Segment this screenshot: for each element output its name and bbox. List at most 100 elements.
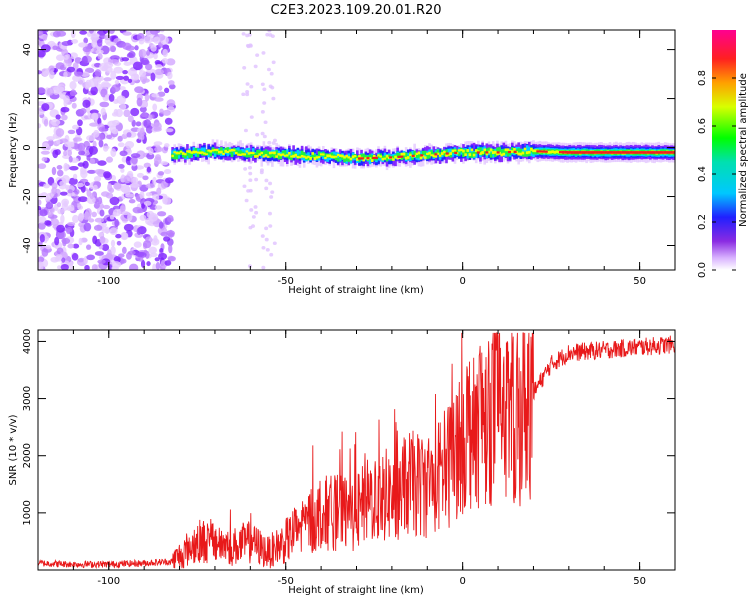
signal-track-cell <box>438 154 442 157</box>
noise-speckle <box>140 259 146 268</box>
signal-track-cell <box>381 150 385 161</box>
noise-speckle <box>241 32 246 36</box>
noise-speckle <box>156 187 162 196</box>
noise-speckle <box>110 245 116 255</box>
signal-peak-cell <box>666 151 670 154</box>
signal-track-cell <box>315 156 319 159</box>
noise-speckle <box>103 61 114 69</box>
colorbar-gradient <box>712 30 736 270</box>
signal-track-cell <box>485 148 489 154</box>
noise-speckle <box>166 215 174 223</box>
signal-track-cell <box>281 150 285 155</box>
signal-track-cell <box>345 154 348 158</box>
noise-speckle <box>165 58 176 66</box>
colorbar-tick-label: 0.4 <box>697 166 708 182</box>
noise-speckle <box>91 40 98 48</box>
signal-track-cell <box>404 156 408 160</box>
signal-track-cell <box>440 152 444 155</box>
signal-track-cell <box>381 155 385 160</box>
signal-track-cell <box>245 150 249 153</box>
noise-speckle <box>98 139 104 148</box>
signal-track-cell <box>207 145 210 154</box>
noise-speckle <box>93 129 100 138</box>
noise-speckle <box>159 30 165 33</box>
noise-speckle <box>167 71 173 80</box>
noise-speckle <box>99 101 110 108</box>
signal-track-cell <box>326 154 329 158</box>
noise-speckle <box>150 72 156 82</box>
signal-track-cell <box>228 149 232 152</box>
signal-peak-cell <box>663 151 667 154</box>
signal-track-cell <box>205 149 208 155</box>
signal-track-cell <box>173 151 177 154</box>
noise-speckle <box>86 254 95 261</box>
noise-speckle <box>114 79 120 85</box>
noise-speckle <box>267 30 272 33</box>
signal-track-cell <box>487 147 491 153</box>
noise-speckle <box>93 176 102 182</box>
noise-speckle <box>155 262 161 270</box>
signal-track-cell <box>555 150 559 154</box>
signal-track-cell <box>196 153 200 158</box>
signal-track-cell <box>230 151 234 157</box>
signal-track-cell <box>466 151 470 159</box>
signal-track-cell <box>290 155 293 158</box>
signal-track-cell <box>351 155 355 159</box>
signal-track-cell <box>415 154 419 159</box>
noise-speckle <box>79 107 87 115</box>
signal-track-cell <box>385 156 389 162</box>
signal-track-cell <box>453 149 457 152</box>
signal-track-cell <box>194 150 198 157</box>
noise-speckle <box>40 150 50 155</box>
noise-speckle <box>152 176 157 186</box>
noise-speckle <box>51 186 57 195</box>
noise-speckle <box>109 227 118 235</box>
noise-speckle <box>145 183 156 189</box>
noise-speckle <box>168 80 175 86</box>
signal-track-cell <box>436 152 440 161</box>
noise-speckle <box>136 227 142 235</box>
noise-speckle <box>117 135 123 142</box>
noise-speckle <box>148 212 159 222</box>
signal-track-cell <box>294 153 298 157</box>
noise-speckle <box>168 83 176 90</box>
signal-track-cell <box>553 150 557 154</box>
signal-track-cell <box>423 156 427 159</box>
noise-speckle <box>67 189 73 194</box>
noise-speckle <box>55 128 65 137</box>
signal-peak-cell <box>581 151 585 154</box>
noise-speckle <box>138 70 147 77</box>
signal-track-cell <box>483 149 487 155</box>
noise-speckle <box>67 129 76 135</box>
signal-track-cell <box>372 154 376 158</box>
noise-speckle <box>167 232 175 238</box>
signal-track-cell <box>481 151 484 154</box>
noise-speckle <box>82 99 91 108</box>
signal-peak-cell <box>626 151 630 154</box>
noise-speckle <box>251 224 256 228</box>
snr-ytick-label: 3000 <box>22 386 33 411</box>
noise-speckle <box>254 210 259 215</box>
noise-speckle <box>157 211 167 217</box>
noise-speckle <box>45 202 54 210</box>
noise-speckle <box>68 155 73 163</box>
signal-track-cell <box>525 145 529 153</box>
signal-track-cell <box>239 153 242 157</box>
noise-speckle <box>103 77 112 82</box>
noise-speckle <box>264 178 269 183</box>
signal-track-cell <box>436 149 440 155</box>
signal-track-cell <box>220 147 223 152</box>
signal-track-cell <box>511 150 514 153</box>
noise-speckle <box>120 232 128 240</box>
signal-track-cell <box>266 151 270 156</box>
signal-track-cell <box>298 153 302 158</box>
noise-speckle <box>63 54 69 60</box>
signal-track-cell <box>502 148 506 154</box>
noise-speckle <box>42 35 48 41</box>
noise-speckle <box>44 244 52 250</box>
colorbar-tick-label: 0.2 <box>697 214 708 230</box>
noise-speckle <box>127 115 134 123</box>
signal-track-cell <box>222 152 225 156</box>
signal-track-cell <box>468 153 472 157</box>
noise-speckle <box>44 220 52 226</box>
